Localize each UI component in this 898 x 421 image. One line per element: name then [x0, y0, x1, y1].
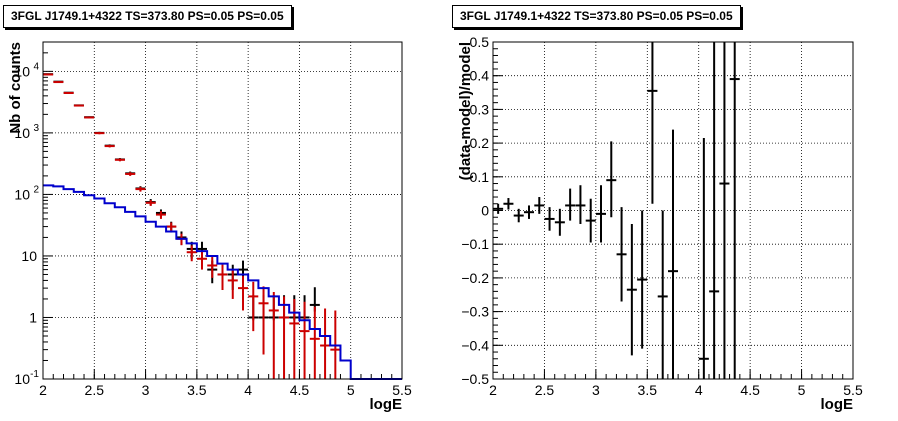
left-y-tick-label: 10 — [21, 248, 37, 264]
right-x-tick-label: 5 — [798, 382, 806, 398]
right-x-tick-label: 2 — [489, 382, 497, 398]
right-y-tick-label: 0.4 — [470, 68, 490, 84]
left-x-tick-label: 3.5 — [187, 382, 207, 398]
left-y-tick-label: 10 — [14, 63, 30, 79]
right-y-tick-label: −0.5 — [461, 371, 489, 387]
left-y-tick-exponent: 4 — [33, 61, 39, 72]
right-y-tick-label: 0.3 — [470, 101, 490, 117]
right-y-axis-label: (data-model)/model — [457, 42, 474, 180]
right-x-tick-label: 4.5 — [740, 382, 760, 398]
right-y-tick-label: 0.2 — [470, 135, 490, 151]
left-x-tick-label: 5 — [347, 382, 355, 398]
right-x-axis-label: logE — [821, 396, 854, 413]
right-y-tick-label: −0.4 — [461, 337, 489, 353]
left-x-axis-label: logE — [370, 396, 403, 413]
right-y-tick-label: −0.3 — [461, 304, 489, 320]
left-chart-title: 3FGL J1749.1+4322 TS=373.80 PS=0.05 PS=0… — [3, 5, 292, 28]
right-y-tick-label: −0.1 — [461, 236, 489, 252]
right-y-tick-label: −0.2 — [461, 270, 489, 286]
right-x-tick-label: 4 — [695, 382, 703, 398]
right-y-tick-label: 0.1 — [470, 169, 490, 185]
left-y-tick-label: 1 — [29, 309, 37, 325]
right-y-tick-label: 0 — [481, 203, 489, 219]
left-y-tick-exponent: 2 — [33, 184, 39, 195]
left-x-tick-label: 5.5 — [392, 382, 412, 398]
right-y-tick-label: 0.5 — [470, 34, 490, 50]
left-y-axis-label: Nb of counts — [7, 42, 24, 134]
left-x-tick-label: 4.5 — [290, 382, 310, 398]
left-x-tick-label: 2 — [39, 382, 47, 398]
left-y-tick-label: 10 — [14, 371, 30, 387]
left-x-tick-label: 3 — [142, 382, 150, 398]
left-x-tick-label: 2.5 — [85, 382, 105, 398]
right-x-tick-label: 3.5 — [638, 382, 658, 398]
left-x-tick-label: 4 — [244, 382, 252, 398]
right-plot-frame — [492, 41, 854, 380]
left-y-tick-exponent: -1 — [30, 369, 39, 380]
left-y-tick-label: 10 — [14, 125, 30, 141]
right-chart-title: 3FGL J1749.1+4322 TS=373.80 PS=0.05 PS=0… — [452, 5, 741, 28]
right-plot-group: 2 2.5 3 3.5 4 4.5 5 5.5 −0.5 −0.4 −0.3 −0.2 −0.1 0 0.1… — [457, 34, 863, 413]
left-y-tick-label: 10 — [14, 186, 30, 202]
right-x-tick-label: 3 — [592, 382, 600, 398]
right-x-tick-label: 2.5 — [535, 382, 555, 398]
left-model-step-line — [43, 184, 402, 380]
right-x-tick-label: 5.5 — [843, 382, 863, 398]
left-plot-frame — [42, 41, 403, 380]
left-y-tick-exponent: 3 — [33, 123, 39, 134]
